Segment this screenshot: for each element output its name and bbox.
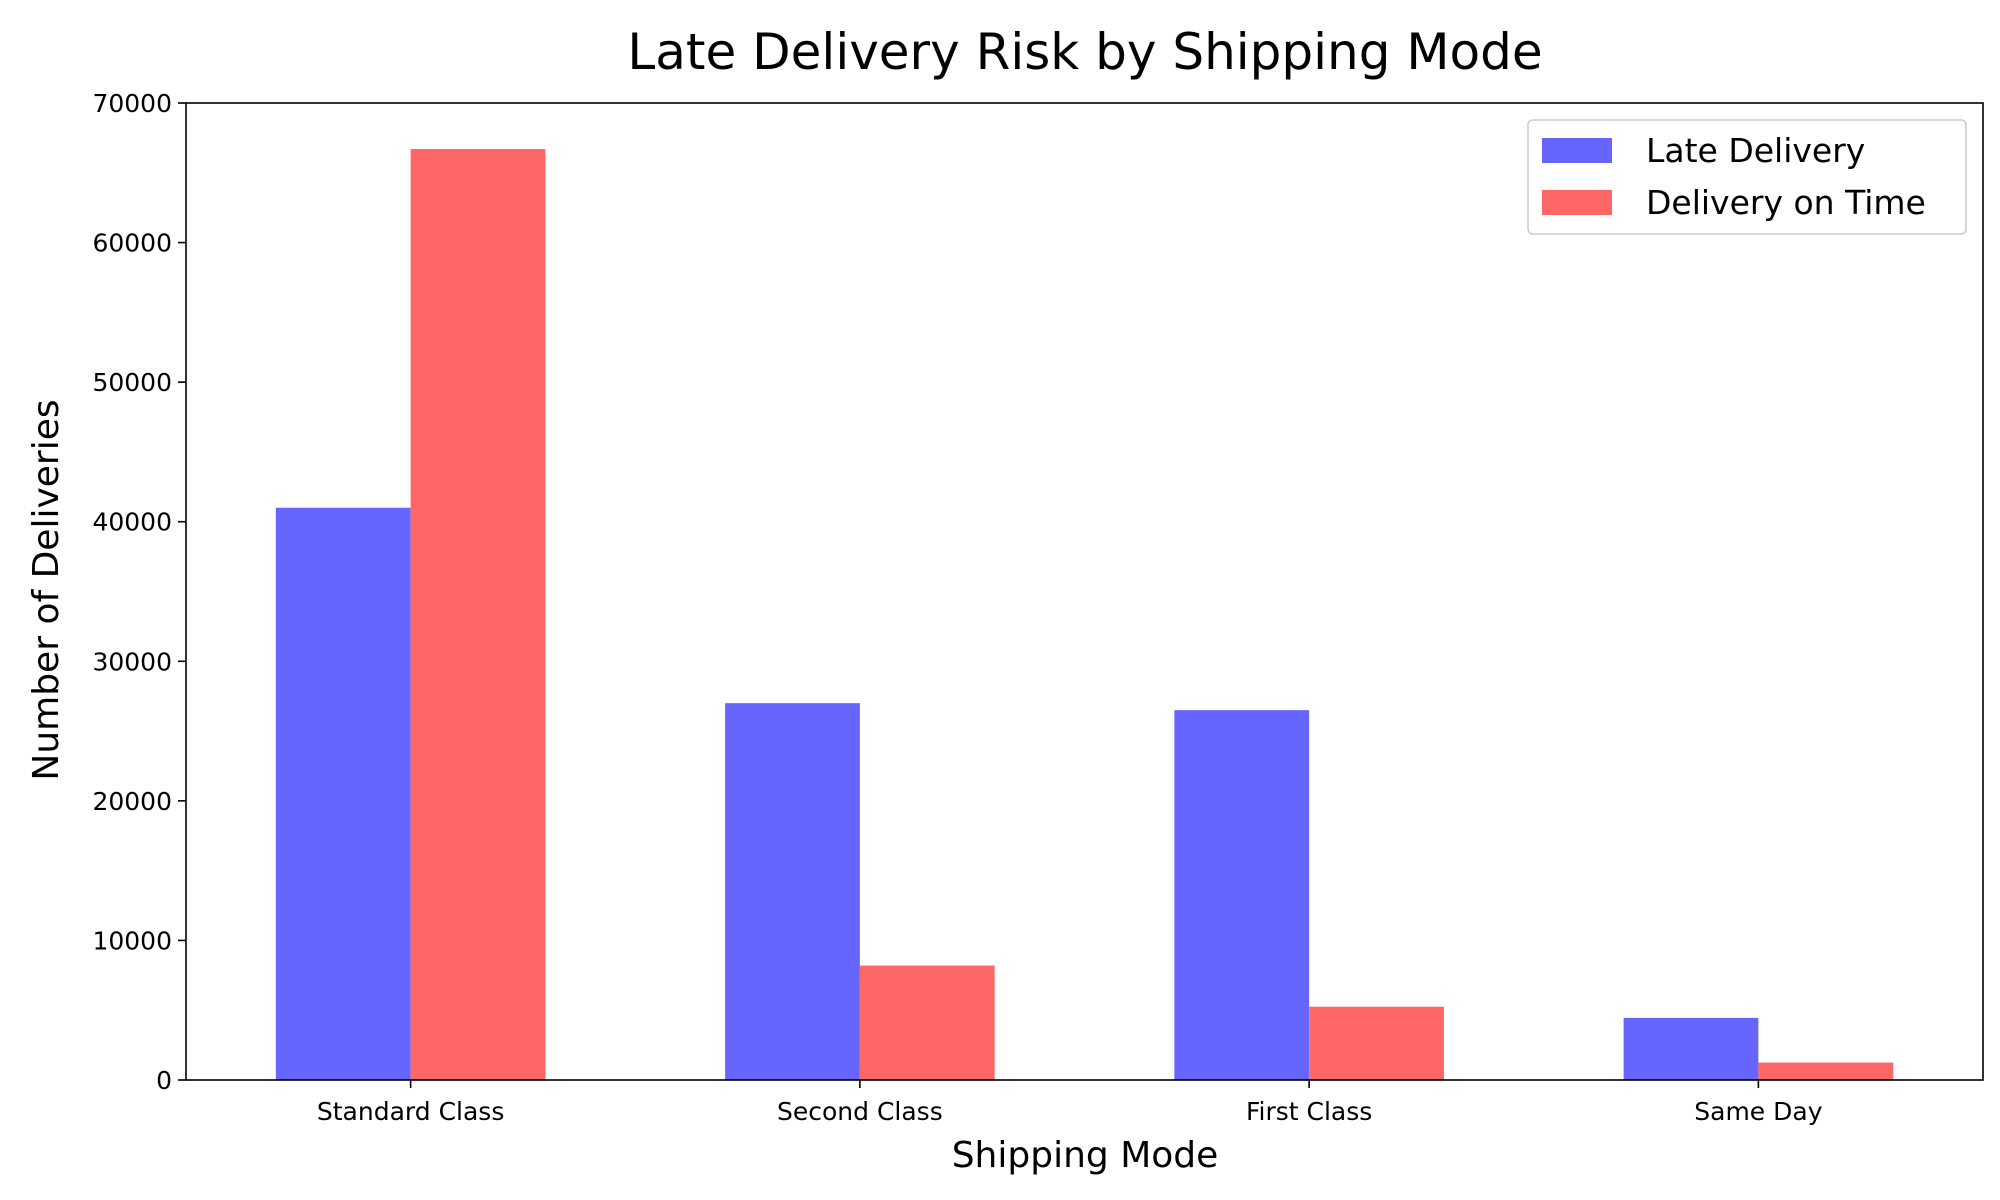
y-tick-label: 60000 xyxy=(92,229,172,258)
x-axis-label: Shipping Mode xyxy=(952,1135,1219,1176)
bar-delivery-on-time-same-day xyxy=(1758,1062,1894,1080)
y-tick-label: 10000 xyxy=(92,926,172,955)
legend-box xyxy=(1527,119,1967,235)
x-tick-label: Same Day xyxy=(1694,1097,1822,1126)
legend-label: Delivery on Time xyxy=(1646,183,1926,222)
bar-late-delivery-standard-class xyxy=(275,507,411,1080)
legend-swatch xyxy=(1542,138,1612,163)
legend-swatch xyxy=(1542,190,1612,215)
bar-delivery-on-time-standard-class xyxy=(410,149,546,1080)
y-tick-label: 50000 xyxy=(92,368,172,397)
plot-area xyxy=(185,102,1984,1081)
y-tick-label: 20000 xyxy=(92,787,172,816)
y-axis-label: Number of Deliveries xyxy=(26,399,67,780)
y-tick-label: 40000 xyxy=(92,508,172,537)
x-tick-label: Second Class xyxy=(777,1097,943,1126)
bar-late-delivery-same-day xyxy=(1623,1017,1759,1080)
legend-label: Late Delivery xyxy=(1646,131,1865,170)
bar-late-delivery-second-class xyxy=(725,703,860,1080)
bar-delivery-on-time-second-class xyxy=(859,965,995,1080)
x-tick-label: Standard Class xyxy=(317,1097,504,1126)
x-axis: Standard Class Second Class First Class Sam… xyxy=(317,1080,1823,1126)
legend: Late Delivery Delivery on Time xyxy=(1527,119,1967,235)
y-tick-label: 0 xyxy=(156,1066,172,1095)
plot-frame xyxy=(185,102,1984,1081)
y-axis: 0 10000 20000 30000 40000 50000 60000 70000 xyxy=(92,89,186,1095)
x-tick-label: First Class xyxy=(1246,1097,1372,1126)
chart-title: Late Delivery Risk by Shipping Mode xyxy=(627,23,1542,81)
bar-delivery-on-time-first-class xyxy=(1309,1006,1444,1080)
y-tick-label: 30000 xyxy=(92,647,172,676)
y-tick-label: 70000 xyxy=(92,89,172,118)
bar-late-delivery-first-class xyxy=(1174,710,1310,1080)
